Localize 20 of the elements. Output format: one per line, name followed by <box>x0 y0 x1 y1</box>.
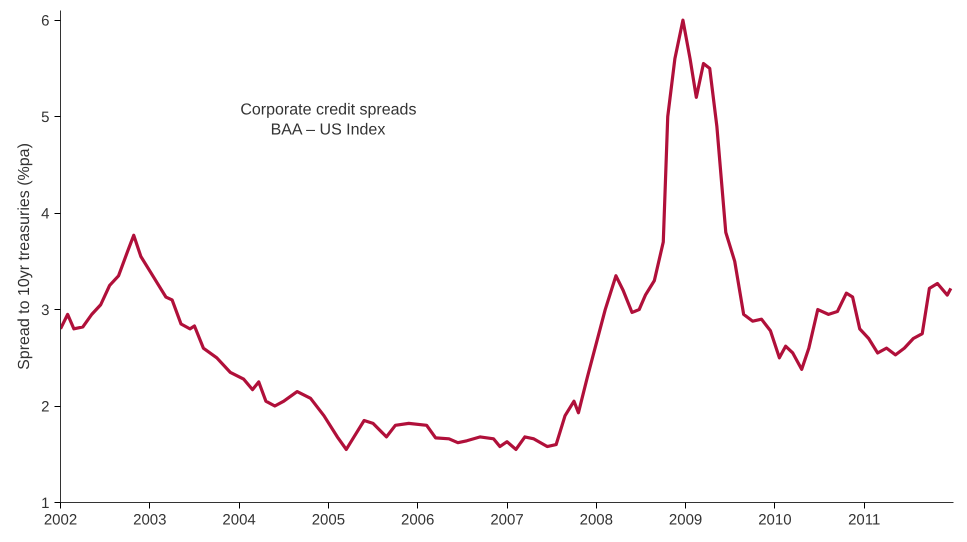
x-tick-label: 2010 <box>758 512 792 528</box>
y-axis-title: Spread to 10yr treasuries (%pa) <box>16 143 34 370</box>
y-tick-label: 1 <box>41 495 50 512</box>
line-series <box>60 18 952 452</box>
y-tick-label: 2 <box>41 398 50 416</box>
x-tick-label: 2008 <box>580 512 613 528</box>
y-tick-label: 4 <box>41 206 50 223</box>
x-tick-label: 2007 <box>490 512 524 528</box>
text: BAA – US Index <box>270 122 386 139</box>
x-tick-label: 2002 <box>44 512 78 528</box>
x-tick-label: 2004 <box>222 512 256 528</box>
x-tick-label: 2005 <box>312 512 346 528</box>
x-tick-label: 2003 <box>133 512 166 528</box>
y-tick-label: 6 <box>41 12 50 30</box>
x-tick-label: 2011 <box>848 512 880 528</box>
x-tick-label: 2006 <box>401 512 434 528</box>
text: Corporate credit spreads <box>240 102 416 119</box>
y-tick-label: 5 <box>41 109 50 126</box>
x-tick-label: 2009 <box>668 512 702 528</box>
y-tick-label: 3 <box>41 302 50 320</box>
